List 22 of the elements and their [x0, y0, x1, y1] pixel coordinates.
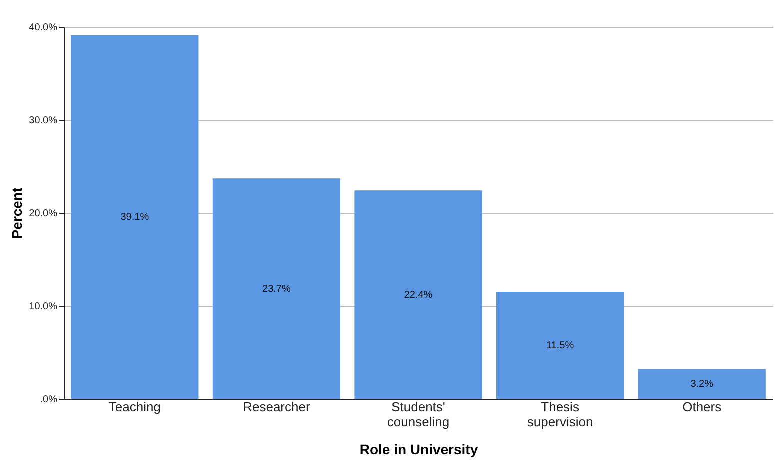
data-label: 22.4%: [404, 290, 433, 301]
data-label: 39.1%: [120, 212, 150, 224]
bar: [638, 369, 766, 399]
bar: [212, 178, 341, 399]
x-tick-label: Thesis supervision: [527, 400, 594, 430]
bar: [354, 190, 482, 399]
y-axis-title: Percent: [9, 187, 26, 240]
y-tick-label: 30.0%: [29, 116, 58, 126]
y-tick-label: 20.0%: [29, 208, 58, 220]
x-tick-label: Researcher: [243, 400, 311, 414]
data-label: 11.5%: [546, 340, 574, 352]
bar: [496, 292, 624, 399]
x-tick-label: Students' counseling: [387, 400, 450, 430]
x-axis-title: Role in University: [360, 442, 478, 458]
y-tick-label: 40.0%: [29, 22, 58, 34]
y-tick-label: .0%: [40, 394, 58, 406]
x-tick-label: Others: [682, 400, 722, 414]
data-label: 23.7%: [262, 284, 291, 295]
x-tick-label: Teaching: [108, 400, 161, 414]
bar: [71, 35, 199, 399]
y-tick-label: 10.0%: [29, 302, 58, 312]
data-label: 3.2%: [690, 379, 714, 390]
